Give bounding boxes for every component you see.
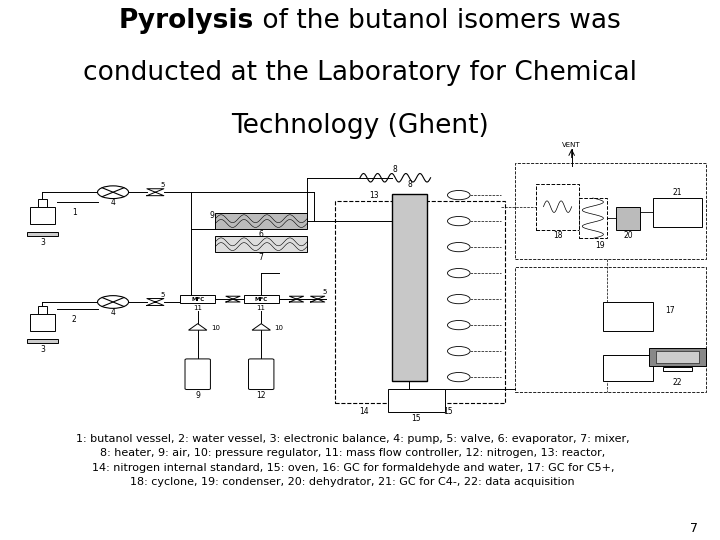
Text: T: T [457, 296, 460, 301]
Text: 8: 8 [407, 180, 412, 190]
Text: Pyrolysis of the butanol isomers was: Pyrolysis of the butanol isomers was [119, 8, 601, 33]
Bar [336, 201, 505, 403]
Text: conducted at the Laboratory for Chemical: conducted at the Laboratory for Chemical [83, 60, 637, 86]
Text: of the butanol isomers was: of the butanol isomers was [254, 8, 621, 33]
Text: 21: 21 [672, 188, 683, 197]
Text: T: T [457, 192, 460, 197]
Bar [388, 389, 445, 412]
Bar [38, 199, 47, 207]
Bar [30, 207, 55, 224]
Text: 14: 14 [359, 407, 369, 416]
Text: 11: 11 [193, 305, 202, 311]
Text: 4: 4 [111, 308, 115, 316]
Bar [392, 194, 427, 381]
Text: T: T [457, 348, 460, 353]
Bar [27, 339, 58, 343]
Bar [616, 207, 641, 230]
Text: 1: butanol vessel, 2: water vessel, 3: electronic balance, 4: pump, 5: valve, 6:: 1: butanol vessel, 2: water vessel, 3: e… [76, 434, 629, 487]
Circle shape [448, 294, 470, 303]
Circle shape [448, 373, 470, 382]
Text: 20: 20 [624, 231, 633, 240]
Text: 16: 16 [666, 358, 675, 367]
Text: MFC: MFC [255, 296, 268, 302]
Circle shape [448, 347, 470, 356]
Text: 22: 22 [672, 379, 683, 387]
Bar [579, 198, 607, 239]
Text: 6: 6 [258, 230, 264, 239]
Text: 10: 10 [274, 325, 284, 331]
Text: 2: 2 [72, 315, 76, 324]
Text: VENT: VENT [562, 141, 581, 147]
Bar [27, 232, 58, 237]
Text: 1: 1 [72, 208, 76, 217]
Bar [30, 314, 55, 331]
Bar [649, 348, 706, 366]
Text: 10: 10 [211, 325, 220, 331]
Text: T: T [457, 271, 460, 275]
Bar [653, 198, 702, 227]
Circle shape [448, 268, 470, 278]
Text: 13: 13 [369, 191, 379, 200]
Circle shape [97, 295, 129, 308]
Text: 18: 18 [553, 231, 562, 240]
Text: 8: 8 [393, 165, 397, 173]
Text: 5: 5 [161, 182, 165, 188]
Circle shape [448, 191, 470, 200]
Text: T: T [457, 244, 460, 249]
FancyBboxPatch shape [248, 359, 274, 389]
Text: Pyrolysis: Pyrolysis [119, 8, 254, 33]
Text: 4: 4 [111, 198, 115, 207]
Bar [603, 355, 653, 381]
Bar [663, 367, 692, 372]
Text: 15: 15 [412, 415, 421, 423]
Text: 9: 9 [195, 392, 200, 400]
Text: T: T [457, 374, 460, 379]
Text: 5: 5 [161, 292, 165, 298]
Text: 3: 3 [40, 345, 45, 354]
Text: 12: 12 [256, 392, 266, 400]
Bar [38, 306, 47, 314]
Bar [516, 267, 706, 392]
Text: 7: 7 [258, 253, 264, 262]
Circle shape [448, 217, 470, 226]
Bar [180, 295, 215, 303]
Circle shape [448, 242, 470, 252]
Text: 17: 17 [666, 306, 675, 315]
Bar [603, 302, 653, 331]
Text: Pyrolysis: Pyrolysis [0, 151, 135, 177]
Text: 15: 15 [444, 407, 453, 416]
Bar [215, 213, 307, 229]
Text: 11: 11 [257, 305, 266, 311]
Text: 19: 19 [595, 241, 605, 250]
Text: 5: 5 [323, 289, 327, 295]
Circle shape [97, 186, 129, 199]
Text: 9: 9 [210, 211, 215, 220]
Text: T: T [457, 322, 460, 327]
Text: Technology (Ghent): Technology (Ghent) [231, 113, 489, 139]
Text: MFC: MFC [191, 296, 204, 302]
Bar [516, 163, 706, 259]
Circle shape [448, 320, 470, 330]
Bar [536, 184, 579, 230]
FancyBboxPatch shape [185, 359, 210, 389]
Bar [657, 351, 698, 363]
Text: 3: 3 [40, 238, 45, 247]
Bar [215, 237, 307, 252]
Text: 7: 7 [690, 522, 698, 535]
Bar [243, 295, 279, 303]
Text: T: T [457, 218, 460, 224]
